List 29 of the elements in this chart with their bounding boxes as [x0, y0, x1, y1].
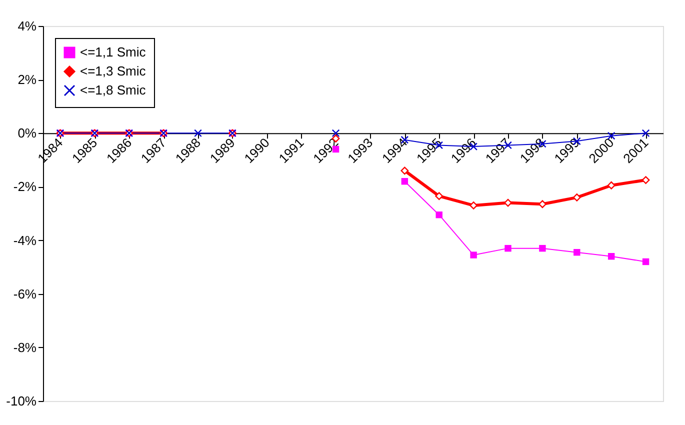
- point: [194, 129, 202, 138]
- point: [400, 166, 409, 175]
- point: [539, 244, 546, 252]
- point: [642, 258, 650, 266]
- point: [572, 193, 581, 202]
- point: [470, 202, 478, 210]
- legend-label: <=1,1 Smic: [80, 44, 146, 60]
- y-tick-label: 0%: [18, 126, 37, 141]
- y-tick-label: -6%: [13, 286, 37, 302]
- y-tick-label: 4%: [18, 18, 37, 34]
- point: [332, 129, 340, 138]
- point: [642, 129, 650, 138]
- point: [504, 198, 512, 207]
- point: [435, 192, 444, 200]
- legend-label: <=1,3 Smic: [80, 64, 146, 78]
- point: [470, 252, 477, 258]
- point: [436, 211, 442, 218]
- y-tick-label: -4%: [13, 232, 37, 248]
- y-tick-label: -10%: [6, 394, 37, 408]
- legend-label: <=1,8 Smic: [80, 82, 146, 98]
- point: [607, 181, 616, 190]
- y-tick-label: 2%: [18, 72, 37, 88]
- point: [608, 253, 615, 260]
- point: [504, 244, 512, 252]
- point: [642, 176, 650, 184]
- y-tick-label: -8%: [13, 340, 37, 355]
- y-tick-label: -2%: [13, 179, 37, 194]
- point: [401, 178, 408, 185]
- point: [574, 248, 580, 256]
